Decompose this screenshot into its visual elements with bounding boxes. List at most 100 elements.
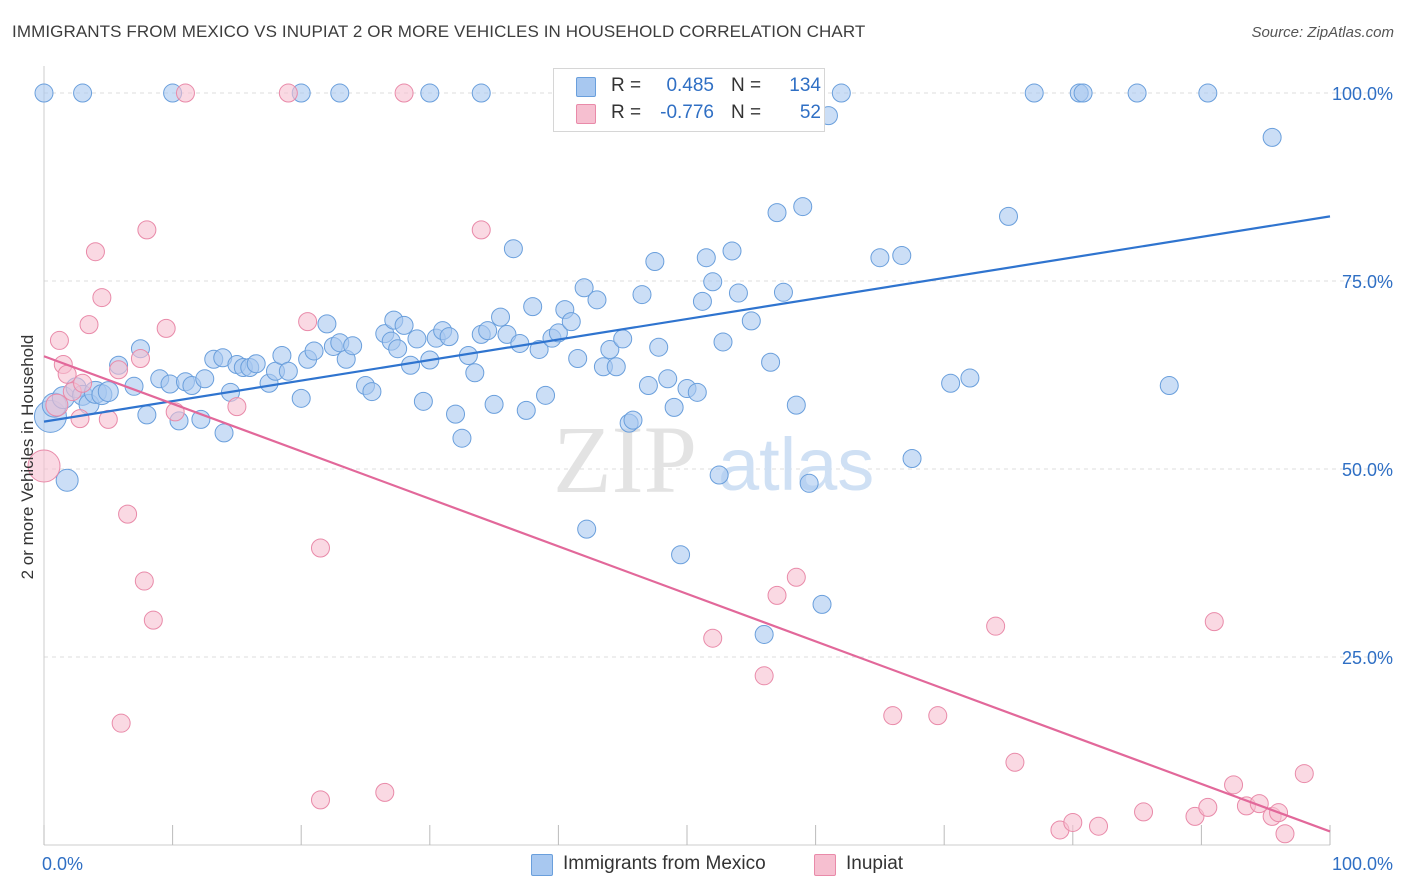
legend-swatch-pink bbox=[576, 104, 596, 124]
data-point bbox=[574, 278, 594, 298]
data-point bbox=[960, 368, 980, 388]
data-point bbox=[941, 373, 961, 393]
data-point bbox=[523, 297, 543, 317]
x-tick-label: 100.0% bbox=[1332, 854, 1393, 874]
legend-swatch-blue bbox=[531, 854, 553, 876]
series-inupiat bbox=[27, 83, 1314, 844]
data-point bbox=[137, 220, 157, 240]
trend-lines bbox=[43, 215, 1331, 833]
data-point bbox=[413, 391, 433, 411]
data-point bbox=[291, 388, 311, 408]
data-point bbox=[214, 423, 234, 443]
data-point bbox=[902, 448, 922, 468]
data-point bbox=[503, 239, 523, 259]
data-point bbox=[713, 332, 733, 352]
data-point bbox=[928, 706, 948, 726]
data-point bbox=[85, 242, 105, 262]
data-point bbox=[529, 339, 549, 359]
data-point bbox=[484, 394, 504, 414]
data-point bbox=[638, 376, 658, 396]
data-point bbox=[577, 519, 597, 539]
data-point bbox=[870, 248, 890, 268]
data-point bbox=[786, 567, 806, 587]
data-point bbox=[687, 382, 707, 402]
y-axis-title: 2 or more Vehicles in Household bbox=[18, 334, 37, 580]
data-point bbox=[375, 782, 395, 802]
data-point bbox=[632, 285, 652, 305]
data-point bbox=[143, 610, 163, 630]
data-point bbox=[1198, 83, 1218, 103]
data-point bbox=[465, 363, 485, 383]
data-point bbox=[568, 348, 588, 368]
data-point bbox=[754, 624, 774, 644]
legend-label-inupiat: Inupiat bbox=[846, 853, 904, 874]
legend-swatch-blue bbox=[576, 77, 596, 97]
data-point bbox=[452, 428, 472, 448]
legend-n-label: N = bbox=[731, 75, 762, 96]
data-point bbox=[156, 318, 176, 338]
data-point bbox=[1127, 83, 1147, 103]
data-point bbox=[1073, 83, 1093, 103]
data-point bbox=[97, 381, 119, 403]
data-point bbox=[298, 312, 318, 332]
x-tick-label: 0.0% bbox=[42, 854, 83, 874]
data-point bbox=[330, 83, 350, 103]
data-point bbox=[741, 311, 761, 331]
data-point bbox=[1204, 612, 1224, 632]
data-point bbox=[799, 473, 819, 493]
data-point bbox=[310, 538, 330, 558]
data-point bbox=[134, 571, 154, 591]
data-point bbox=[696, 248, 716, 268]
data-point bbox=[1024, 83, 1044, 103]
tick-labels: 25.0% 50.0% 75.0% 100.0% 0.0% 100.0% bbox=[42, 84, 1393, 874]
data-point bbox=[34, 83, 54, 103]
y-tick-label: 100.0% bbox=[1332, 84, 1393, 104]
data-point bbox=[709, 465, 729, 485]
data-point bbox=[1005, 752, 1025, 772]
data-point bbox=[548, 323, 568, 343]
data-point bbox=[111, 713, 131, 733]
data-point bbox=[478, 321, 498, 341]
data-point bbox=[1294, 764, 1314, 784]
data-point bbox=[658, 369, 678, 389]
trend-line bbox=[43, 215, 1331, 423]
data-point bbox=[1198, 797, 1218, 817]
data-point bbox=[728, 283, 748, 303]
data-point bbox=[606, 357, 626, 377]
data-point bbox=[388, 339, 408, 359]
data-point bbox=[516, 400, 536, 420]
data-point bbox=[986, 616, 1006, 636]
watermark-atlas: atlas bbox=[718, 423, 874, 506]
legend-r-value: 0.485 bbox=[666, 75, 714, 96]
legend-r-label: R = bbox=[611, 102, 642, 123]
data-point bbox=[613, 329, 633, 349]
data-point bbox=[394, 315, 414, 335]
data-point bbox=[561, 312, 581, 332]
watermark: ZIP atlas bbox=[553, 406, 874, 513]
data-point bbox=[1185, 806, 1205, 826]
data-point bbox=[812, 594, 832, 614]
correlation-legend: R = 0.485 N = 134 R = -0.776 N = 52 bbox=[553, 68, 825, 132]
data-point bbox=[1089, 816, 1109, 836]
data-point bbox=[49, 330, 69, 350]
data-point bbox=[343, 336, 363, 356]
y-tick-label: 75.0% bbox=[1342, 272, 1393, 292]
data-point bbox=[1275, 824, 1295, 844]
data-point bbox=[195, 369, 215, 389]
data-point bbox=[278, 83, 298, 103]
data-point bbox=[536, 385, 556, 405]
data-point bbox=[999, 206, 1018, 226]
data-point bbox=[420, 83, 440, 103]
data-point bbox=[1159, 376, 1179, 396]
data-point bbox=[1224, 775, 1244, 795]
legend-n-label: N = bbox=[731, 102, 762, 123]
data-point bbox=[471, 83, 491, 103]
data-point bbox=[304, 341, 324, 361]
y-tick-label: 50.0% bbox=[1342, 460, 1393, 480]
data-point bbox=[73, 373, 93, 393]
data-point bbox=[70, 409, 90, 429]
data-point bbox=[310, 790, 330, 810]
data-point bbox=[73, 83, 93, 103]
data-point bbox=[407, 329, 427, 349]
data-point bbox=[27, 449, 61, 483]
